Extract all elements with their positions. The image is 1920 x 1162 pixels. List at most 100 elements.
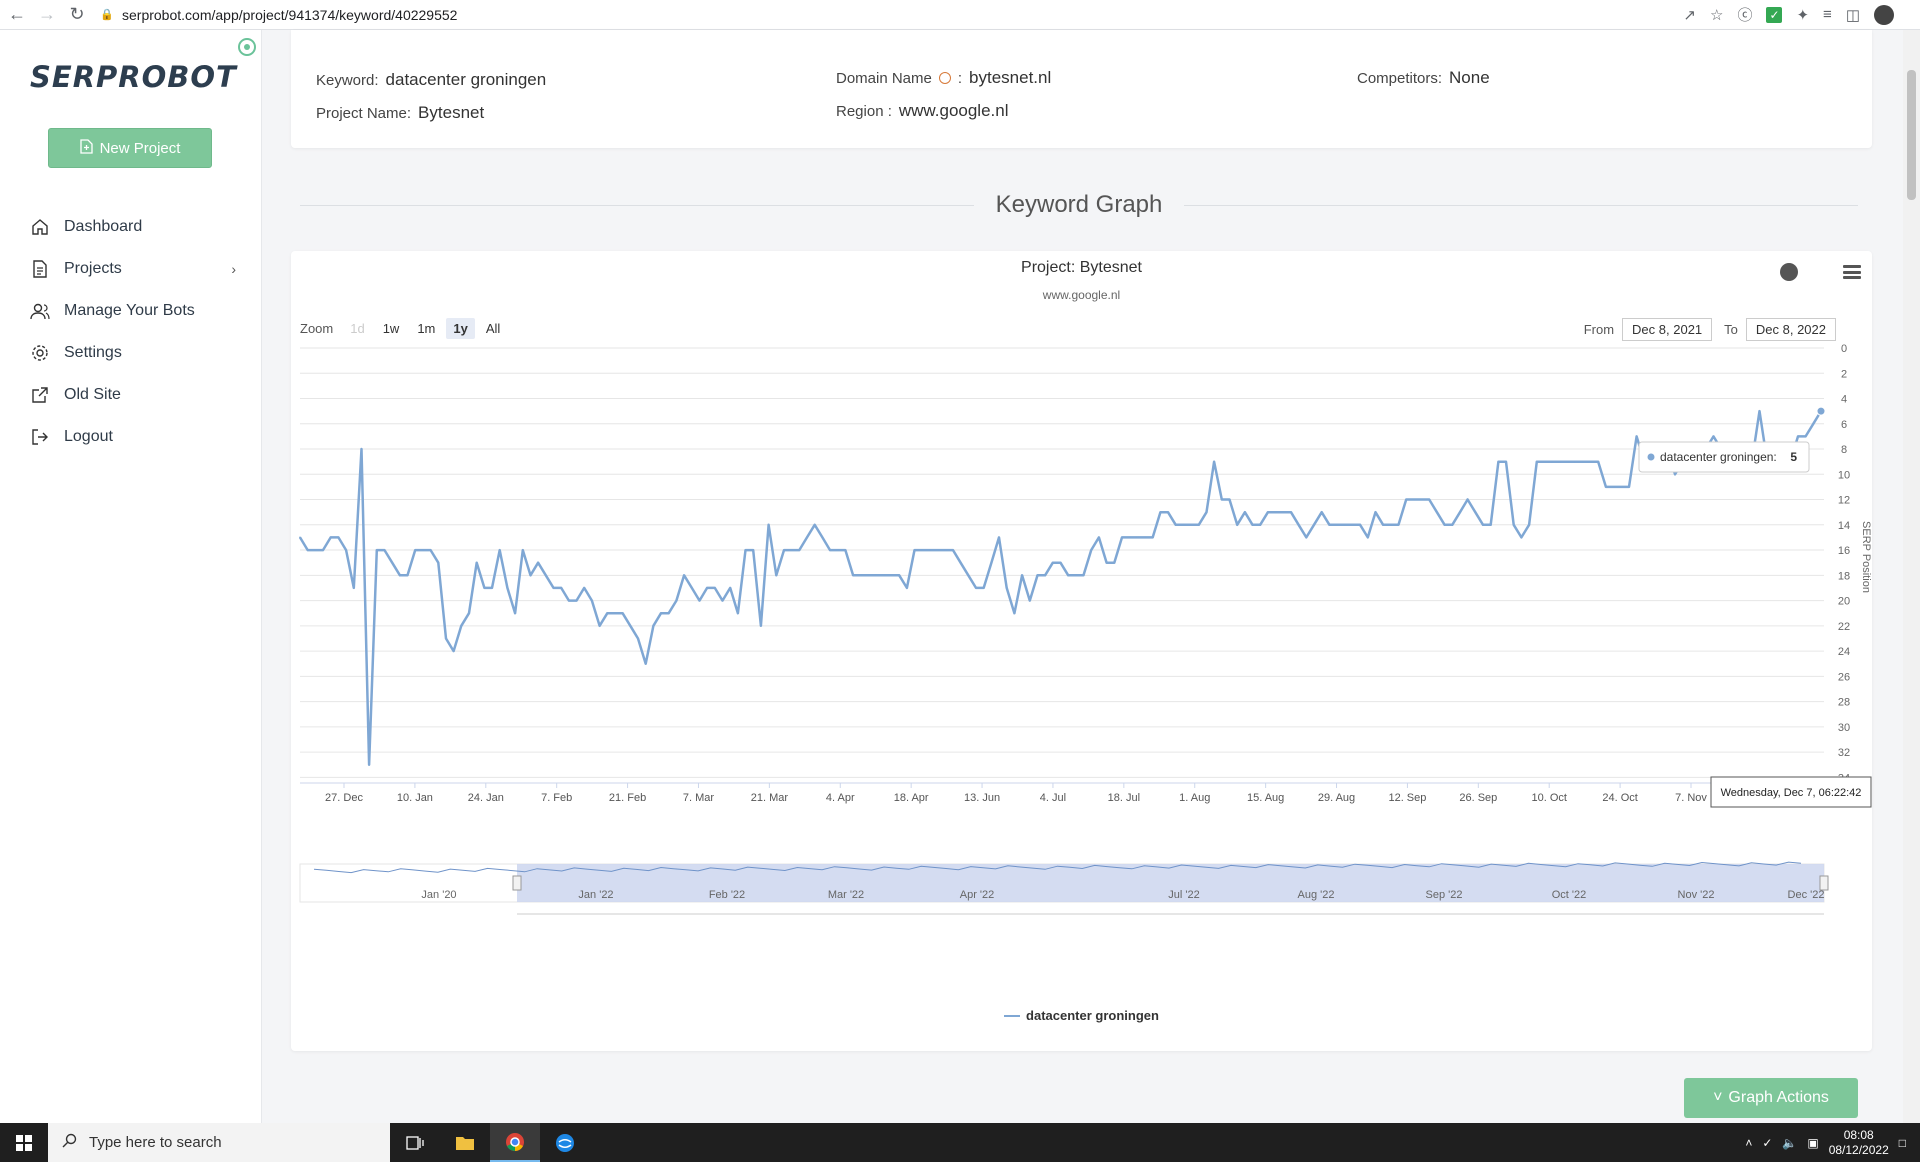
legend-item[interactable]: datacenter groningen xyxy=(1026,1008,1159,1023)
sidebar-item-old-site[interactable]: Old Site xyxy=(0,374,262,416)
side-panel-icon[interactable]: ◫ xyxy=(1845,6,1860,24)
new-project-button[interactable]: New Project xyxy=(48,128,212,168)
sidebar-item-logout[interactable]: Logout xyxy=(0,416,262,458)
notification-icon[interactable]: □ xyxy=(1898,1135,1906,1150)
from-date-input[interactable]: Dec 8, 2021 xyxy=(1622,318,1713,341)
gear-icon xyxy=(30,343,50,363)
reload-icon[interactable]: ↻ xyxy=(69,4,85,24)
network-icon[interactable]: ▣ xyxy=(1807,1135,1819,1150)
serp-position-chart[interactable]: 0246810121416182022242628303234SERP Posi… xyxy=(291,251,1872,1011)
data-point xyxy=(475,561,478,564)
data-point xyxy=(437,561,440,564)
serprobot-logo[interactable]: SERPROBOT xyxy=(30,60,237,94)
data-point xyxy=(621,612,624,615)
address-bar[interactable]: 🔒 serprobot.com/app/project/941374/keywo… xyxy=(100,3,1683,27)
x-tick-label: 13. Jun xyxy=(964,792,1000,804)
data-point xyxy=(452,650,455,652)
sidebar-item-manage-bots[interactable]: Manage Your Bots xyxy=(0,290,262,332)
navigator-right-handle xyxy=(1819,875,1829,891)
volume-icon[interactable]: 🔈 xyxy=(1782,1135,1798,1150)
chevron-up-icon[interactable]: ˄ xyxy=(1745,1135,1753,1150)
data-point xyxy=(1558,460,1561,463)
sidebar-item-dashboard[interactable]: Dashboard xyxy=(0,206,262,248)
data-point xyxy=(483,587,486,589)
data-point xyxy=(882,574,885,577)
record-dot-icon[interactable] xyxy=(1780,263,1798,281)
data-point xyxy=(1051,561,1054,564)
skype-extension-icon[interactable]: ⓒ xyxy=(1737,7,1753,24)
taskbar-search-box[interactable]: Type here to search xyxy=(48,1123,390,1162)
x-tick-label: 10. Oct xyxy=(1531,792,1566,804)
security-icon[interactable]: ✓ xyxy=(1762,1135,1773,1150)
checkmark-extension-icon[interactable]: ✓ xyxy=(1766,6,1783,23)
scrollbar-thumb[interactable] xyxy=(1907,70,1916,200)
legend-swatch xyxy=(1004,1014,1021,1017)
zoom-1m-button[interactable]: 1m xyxy=(417,321,436,336)
navigator-left-handle xyxy=(512,875,522,891)
data-point xyxy=(959,561,962,564)
sidebar-item-projects[interactable]: Projects › xyxy=(0,248,262,290)
data-point xyxy=(1167,511,1169,514)
to-date-input[interactable]: Dec 8, 2022 xyxy=(1745,318,1836,341)
file-plus-icon xyxy=(79,138,93,158)
data-point xyxy=(491,587,493,589)
data-point xyxy=(375,549,378,551)
data-point xyxy=(1113,561,1116,564)
data-point xyxy=(929,549,931,551)
data-point xyxy=(1013,612,1016,615)
zoom-1w-button[interactable]: 1w xyxy=(382,321,400,336)
clock[interactable]: 08:08 08/12/2022 xyxy=(1829,1128,1889,1158)
graph-actions-button[interactable]: ˅ Graph Actions xyxy=(1684,1078,1858,1118)
data-point xyxy=(1174,523,1177,526)
data-point xyxy=(975,587,977,589)
profile-avatar[interactable] xyxy=(1874,4,1894,25)
chart-context-menu-icon[interactable] xyxy=(1843,265,1861,279)
data-point xyxy=(1313,523,1315,526)
competitors-field: Competitors: None xyxy=(1357,68,1490,88)
data-point xyxy=(936,549,939,551)
data-point xyxy=(1282,511,1285,514)
y-tick-label: 22 xyxy=(1838,621,1850,633)
zoom-1d-button[interactable]: 1d xyxy=(350,321,365,336)
chrome-icon[interactable] xyxy=(490,1123,540,1162)
data-point xyxy=(790,549,793,551)
graph-actions-label: Graph Actions xyxy=(1728,1089,1829,1106)
globe-icon xyxy=(938,72,951,84)
data-point xyxy=(752,549,755,551)
data-point xyxy=(1574,460,1577,463)
forward-arrow-icon[interactable]: → xyxy=(38,4,56,24)
data-point xyxy=(1159,511,1162,514)
data-point xyxy=(1067,574,1070,577)
data-point xyxy=(314,549,317,551)
x-tick-label: 7. Mar xyxy=(683,792,715,804)
target-icon[interactable] xyxy=(238,38,256,56)
puzzle-extensions-icon[interactable]: ✦ xyxy=(1796,6,1810,24)
data-point xyxy=(998,536,1000,539)
x-tick-label: 12. Sep xyxy=(1388,792,1426,804)
page-scrollbar[interactable] xyxy=(1903,30,1920,1123)
app-icon[interactable] xyxy=(540,1123,590,1162)
data-point xyxy=(1128,536,1131,539)
zoom-all-button[interactable]: All xyxy=(485,321,501,336)
crosshair-label: Wednesday, Dec 7, 06:22:42 xyxy=(1721,787,1862,799)
sidebar-item-label: Settings xyxy=(64,344,122,361)
file-explorer-icon[interactable] xyxy=(440,1123,490,1162)
tooltip-box xyxy=(1638,441,1810,473)
lock-icon: 🔒 xyxy=(100,9,114,21)
windows-start-icon[interactable] xyxy=(0,1123,48,1162)
sidebar-item-settings[interactable]: Settings xyxy=(0,332,262,374)
data-point xyxy=(1535,460,1538,463)
reading-list-icon[interactable]: ≡ xyxy=(1823,6,1832,23)
share-icon[interactable]: ↗ xyxy=(1683,6,1696,24)
star-icon[interactable]: ☆ xyxy=(1710,6,1724,24)
data-point xyxy=(568,599,570,602)
x-tick-label: 24. Oct xyxy=(1602,792,1637,804)
data-point xyxy=(322,549,324,551)
data-point xyxy=(1336,523,1338,526)
clock-date: 08/12/2022 xyxy=(1828,1142,1889,1157)
zoom-1y-button[interactable]: 1y xyxy=(446,318,475,339)
chart-legend[interactable]: datacenter groningen xyxy=(291,1008,1872,1023)
data-point xyxy=(913,549,916,551)
task-view-icon[interactable] xyxy=(390,1123,440,1162)
back-arrow-icon[interactable]: ← xyxy=(8,4,26,24)
